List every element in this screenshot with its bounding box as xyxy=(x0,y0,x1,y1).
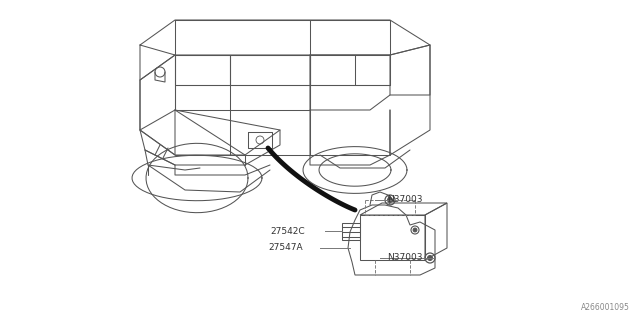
Text: 27542C: 27542C xyxy=(270,227,305,236)
Circle shape xyxy=(387,197,392,203)
Text: N37003: N37003 xyxy=(387,253,422,262)
Text: A266001095: A266001095 xyxy=(581,303,630,312)
Circle shape xyxy=(413,228,417,232)
Circle shape xyxy=(428,255,433,260)
Text: 27547A: 27547A xyxy=(268,244,303,252)
Text: N37003: N37003 xyxy=(387,196,422,204)
